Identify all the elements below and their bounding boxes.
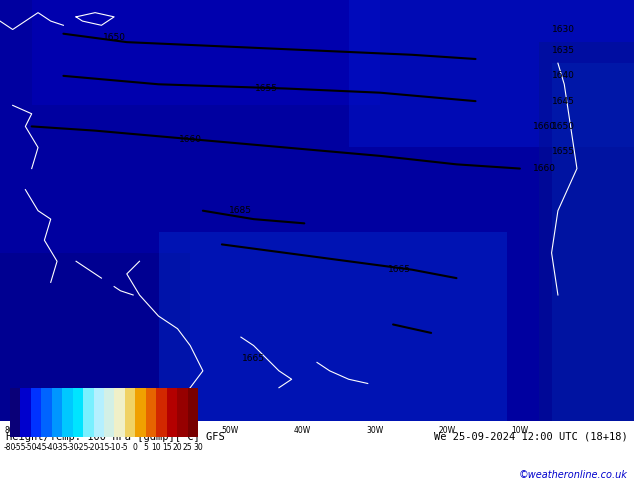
Bar	[94, 388, 104, 438]
Bar	[73, 388, 83, 438]
Bar	[539, 42, 634, 421]
Bar	[41, 388, 52, 438]
Text: -10: -10	[108, 443, 120, 452]
Bar	[125, 388, 136, 438]
Bar	[83, 388, 94, 438]
Text: 20: 20	[172, 443, 182, 452]
Text: 1650: 1650	[103, 33, 126, 43]
Text: -5: -5	[121, 443, 129, 452]
Bar	[62, 388, 73, 438]
Text: -35: -35	[56, 443, 68, 452]
Bar	[32, 0, 380, 105]
Bar	[178, 388, 188, 438]
Text: 60W: 60W	[149, 426, 166, 435]
Bar	[20, 388, 31, 438]
Text: 1660: 1660	[533, 164, 555, 173]
Bar	[552, 63, 634, 421]
Bar	[158, 232, 507, 421]
Text: -15: -15	[98, 443, 110, 452]
Text: 5: 5	[143, 443, 148, 452]
Text: -30: -30	[67, 443, 79, 452]
Bar	[115, 388, 125, 438]
Text: 1645: 1645	[552, 97, 574, 106]
Text: 1665: 1665	[242, 354, 265, 363]
Bar	[0, 253, 190, 421]
Text: -45: -45	[35, 443, 48, 452]
Text: 1635: 1635	[552, 46, 574, 55]
Text: -50: -50	[25, 443, 37, 452]
Text: 1660: 1660	[179, 135, 202, 144]
Text: ©weatheronline.co.uk: ©weatheronline.co.uk	[519, 470, 628, 480]
Text: -20: -20	[87, 443, 100, 452]
Text: 80W: 80W	[4, 426, 22, 435]
Text: -80: -80	[4, 443, 16, 452]
Text: 10: 10	[152, 443, 161, 452]
Bar	[104, 388, 115, 438]
Bar	[188, 388, 198, 438]
Text: 70W: 70W	[77, 426, 94, 435]
Text: -55: -55	[14, 443, 27, 452]
Text: 1655: 1655	[552, 147, 574, 156]
Text: 10W: 10W	[511, 426, 529, 435]
Bar	[146, 388, 157, 438]
Text: 40W: 40W	[294, 426, 311, 435]
Bar	[52, 388, 62, 438]
Text: 1640: 1640	[552, 72, 574, 80]
Text: 1660: 1660	[533, 122, 555, 131]
Bar	[349, 0, 634, 147]
Text: Height/Temp. 100 hPa [gdmp][°C] GFS: Height/Temp. 100 hPa [gdmp][°C] GFS	[6, 432, 225, 441]
Text: 30W: 30W	[366, 426, 384, 435]
Text: 1655: 1655	[255, 84, 278, 93]
Text: 1665: 1665	[388, 265, 411, 274]
Bar	[31, 388, 41, 438]
Text: -25: -25	[77, 443, 89, 452]
Text: We 25-09-2024 12:00 UTC (18+18): We 25-09-2024 12:00 UTC (18+18)	[434, 432, 628, 441]
Text: -40: -40	[46, 443, 58, 452]
Text: 25: 25	[183, 443, 193, 452]
Text: 1685: 1685	[230, 206, 252, 215]
Bar	[10, 388, 20, 438]
Bar	[136, 388, 146, 438]
Text: 20W: 20W	[439, 426, 456, 435]
Text: 30: 30	[193, 443, 203, 452]
Bar	[157, 388, 167, 438]
Text: 0: 0	[133, 443, 138, 452]
Text: 1630: 1630	[552, 25, 574, 34]
Bar	[167, 388, 178, 438]
Text: 1650: 1650	[552, 122, 574, 131]
Text: 15: 15	[162, 443, 172, 452]
Text: 50W: 50W	[221, 426, 238, 435]
